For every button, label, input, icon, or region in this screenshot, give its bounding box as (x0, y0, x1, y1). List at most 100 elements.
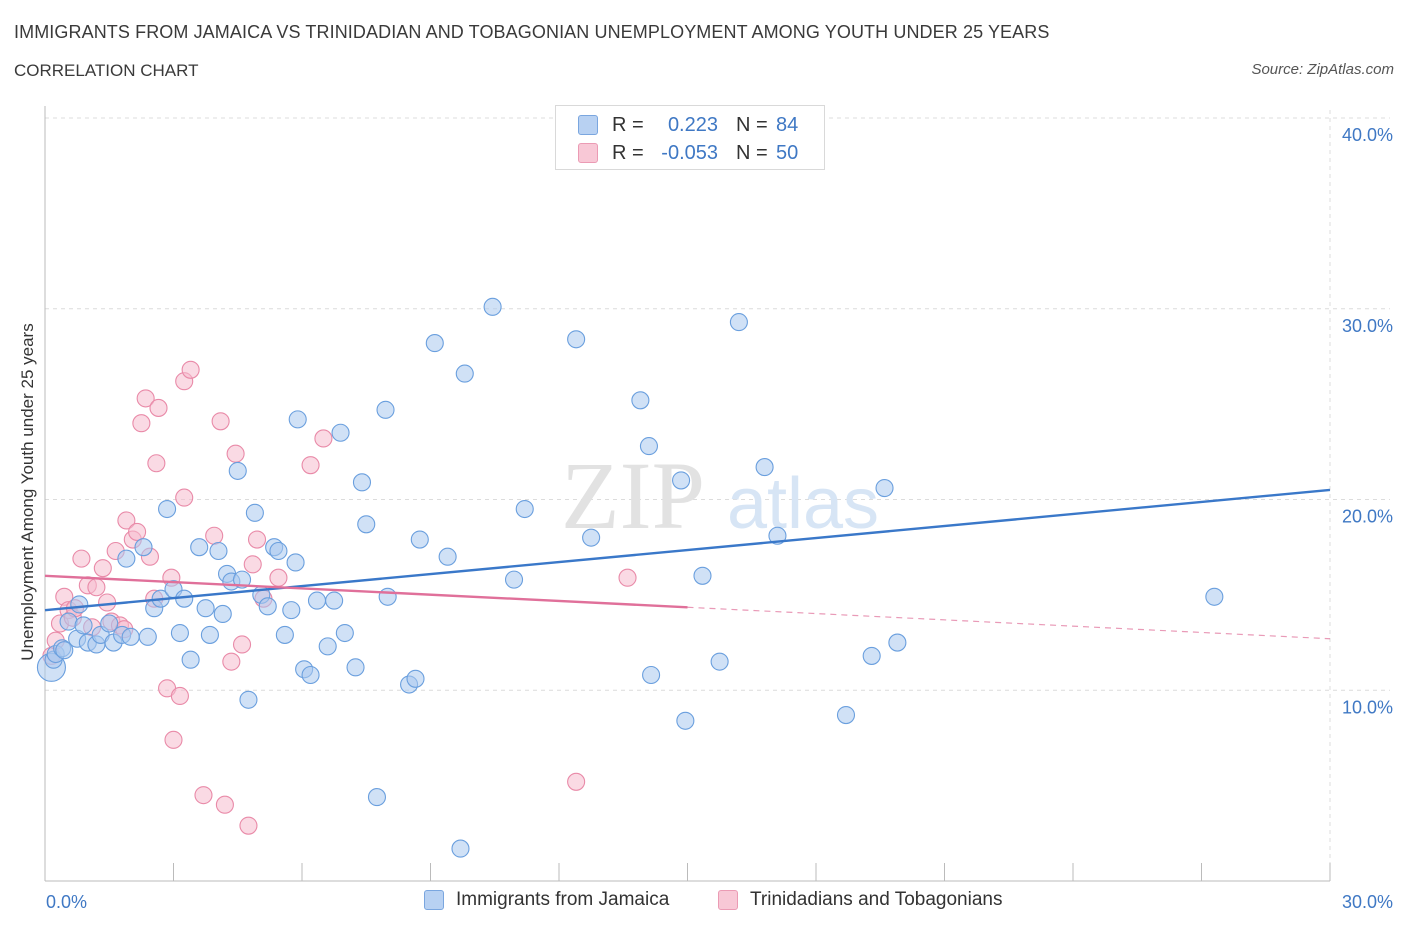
legend-n-value: 84 (776, 113, 799, 136)
trinidadian-point (147, 454, 166, 473)
jamaica-point (335, 623, 354, 643)
trinidadian-point (226, 444, 245, 463)
jamaica-point (455, 364, 474, 383)
jamaica-point (325, 591, 344, 610)
trinidadian-point (128, 522, 147, 541)
trinidadian-point (194, 786, 213, 805)
jamaica-point (768, 526, 787, 545)
trinidadian-point (222, 652, 241, 671)
jamaica-point (232, 570, 252, 589)
jamaica-point (74, 616, 93, 635)
legend-swatch-pink (578, 143, 598, 163)
trinidadian-point (72, 549, 91, 568)
jamaica-point (269, 541, 288, 561)
jamaica-point (196, 599, 215, 618)
jamaica-point (836, 705, 856, 725)
jamaica-point (282, 601, 301, 620)
legend-label-trinidadians: Trinidadians and Tobagonians (750, 889, 1003, 910)
jamaica-point (888, 633, 907, 652)
y-tick-label: 40.0% (1342, 125, 1393, 145)
jamaica-point (70, 595, 89, 614)
legend-r-value: -0.053 (661, 141, 718, 164)
jamaica-point (875, 479, 894, 498)
legend-row-trinidadians: R = -0.053 N = 50 (578, 141, 798, 165)
jamaica-point (245, 503, 264, 522)
jamaica-point (639, 437, 659, 456)
legend-swatch-pink (718, 890, 738, 910)
jamaica-point (275, 625, 294, 644)
jamaica-point (288, 410, 307, 429)
jamaica-point (239, 690, 258, 709)
jamaica-point (121, 627, 140, 646)
trinidadian-point (175, 488, 194, 507)
trinidadian-point (618, 568, 637, 587)
watermark-zip: ZIP (561, 442, 705, 549)
legend-swatch-blue (578, 115, 598, 135)
trinidadian-point (567, 772, 586, 791)
trinidadian-point (181, 360, 200, 379)
trinidadian-point (243, 555, 262, 574)
trinidadian-point (170, 686, 189, 706)
trinidadian-point (93, 559, 112, 578)
trinidadian-point (269, 568, 288, 587)
legend-r-label: R = (612, 113, 644, 136)
trinidadian-point (211, 412, 230, 431)
jamaica-point (367, 788, 387, 807)
chart-title: IMMIGRANTS FROM JAMAICA VS TRINIDADIAN A… (14, 22, 1050, 42)
y-tick-label: 30.0% (1342, 316, 1393, 336)
jamaica-point (158, 499, 177, 519)
jamaica-point (100, 614, 119, 633)
jamaica-point (631, 391, 650, 410)
jamaica-point (425, 334, 444, 353)
series-jamaica-points (36, 297, 1224, 858)
trend-line-jamaica (44, 488, 1331, 612)
jamaica-point (755, 458, 774, 477)
jamaica-point (228, 461, 247, 480)
jamaica-point (582, 528, 601, 547)
jamaica-point (138, 627, 157, 646)
trinidadian-point (98, 593, 117, 612)
y-axis-label: Unemployment Among Youth under 25 years (18, 323, 37, 661)
trinidadian-point (164, 730, 183, 749)
jamaica-point (451, 839, 470, 858)
jamaica-point (378, 587, 397, 606)
jamaica-point (406, 669, 425, 688)
jamaica-point (200, 625, 219, 644)
legend-row-jamaica: R = 0.223 N = 84 (578, 113, 798, 137)
jamaica-point (170, 623, 189, 643)
trinidadian-point (205, 526, 224, 545)
legend-label-jamaica: Immigrants from Jamaica (456, 889, 670, 910)
jamaica-point (357, 515, 376, 534)
jamaica-point (258, 597, 277, 616)
trinidadian-point (314, 429, 333, 448)
jamaica-point (307, 591, 327, 610)
legend-n-label: N = (736, 141, 768, 164)
trinidadian-point (117, 511, 136, 530)
jamaica-point (346, 658, 365, 677)
jamaica-point (438, 547, 457, 566)
jamaica-point (483, 297, 502, 316)
jamaica-point (286, 553, 305, 572)
trinidadian-point (136, 389, 155, 408)
grid-lines (45, 110, 1390, 881)
tick-labels: 0.0% 30.0% 10.0% 20.0% 30.0% 40.0% (46, 125, 1393, 912)
source-label: Source: ZipAtlas.com (1251, 61, 1394, 78)
jamaica-point (1205, 587, 1224, 606)
trend-line-trinidadians (44, 574, 688, 609)
trinidadian-point (132, 414, 151, 433)
y-tick-label: 10.0% (1342, 697, 1393, 717)
jamaica-point (318, 637, 337, 656)
legend-n-label: N = (736, 113, 768, 136)
watermark: ZIP atlas (561, 442, 879, 549)
legend-n-value: 50 (776, 141, 799, 164)
jamaica-point (55, 641, 74, 660)
jamaica-point (642, 665, 661, 685)
axes (44, 106, 1331, 882)
trend-line-trinidadians-extrapolated (687, 606, 1331, 640)
watermark-atlas: atlas (727, 464, 879, 544)
trinidadian-point (149, 398, 168, 417)
jamaica-point (213, 604, 232, 624)
jamaica-point (59, 612, 78, 631)
jamaica-point (352, 473, 372, 492)
